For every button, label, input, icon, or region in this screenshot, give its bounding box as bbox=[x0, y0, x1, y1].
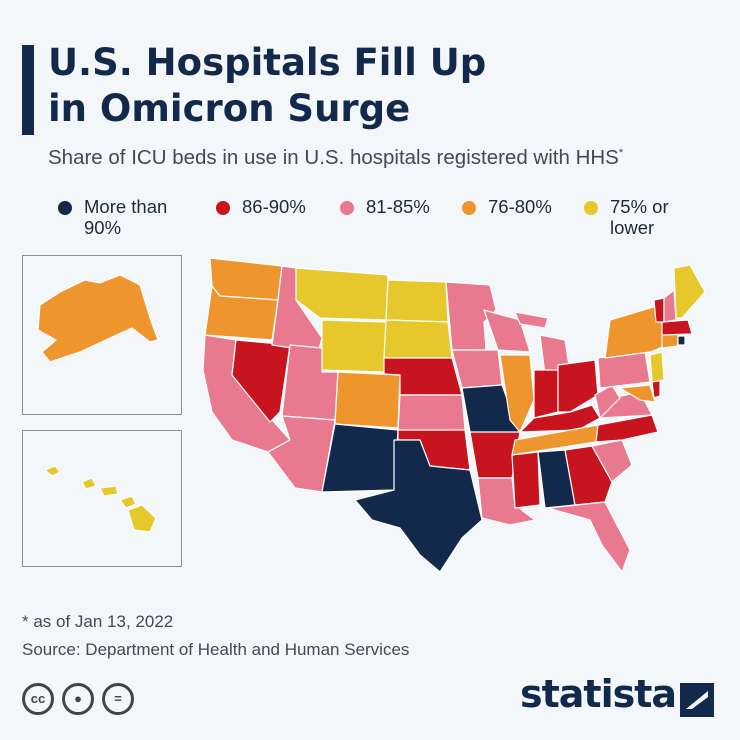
equals-icon[interactable]: = bbox=[102, 683, 134, 715]
state-michigan-upper bbox=[514, 311, 549, 329]
state-hawaii-5 bbox=[127, 504, 157, 533]
brand-logo[interactable]: statista bbox=[520, 672, 677, 716]
state-montana bbox=[295, 267, 389, 321]
state-rhode-island bbox=[677, 335, 686, 346]
hawaii-inset-frame bbox=[22, 430, 182, 567]
state-west-virginia bbox=[594, 384, 621, 419]
state-georgia bbox=[564, 445, 613, 506]
state-south-carolina bbox=[591, 439, 633, 483]
state-hawaii-3 bbox=[99, 485, 119, 497]
legend-swatch-yellow bbox=[584, 201, 598, 215]
legend-label-line2: lower bbox=[610, 217, 655, 238]
state-hawaii-4 bbox=[119, 495, 137, 509]
legend-label-line2: 90% bbox=[84, 217, 122, 238]
state-north-dakota bbox=[385, 279, 449, 323]
state-kansas bbox=[397, 394, 466, 431]
state-new-york bbox=[604, 304, 669, 359]
legend-label: 86-90% bbox=[242, 196, 306, 217]
state-wyoming bbox=[321, 319, 387, 373]
legend: More than 90% 86-90% 81-85% 76-80% 75% or… bbox=[58, 196, 738, 246]
subtitle-text: Share of ICU beds in use in U.S. hospita… bbox=[48, 146, 619, 169]
state-maryland bbox=[619, 384, 656, 403]
legend-swatch-navy bbox=[58, 201, 72, 215]
state-mississippi bbox=[511, 451, 541, 509]
footnote: * as of Jan 13, 2022 bbox=[22, 612, 174, 631]
legend-label: 75% or bbox=[610, 196, 669, 217]
state-washington bbox=[209, 257, 283, 301]
state-north-carolina bbox=[595, 414, 659, 443]
legend-label: 81-85% bbox=[366, 196, 430, 217]
chart-subtitle: Share of ICU beds in use in U.S. hospita… bbox=[48, 146, 623, 170]
state-ohio bbox=[557, 359, 599, 413]
person-icon[interactable]: ● bbox=[62, 683, 94, 715]
state-delaware bbox=[651, 379, 661, 399]
title-line-2: in Omicron Surge bbox=[48, 87, 411, 130]
state-colorado bbox=[334, 371, 401, 429]
brand-mark-icon bbox=[680, 683, 714, 717]
state-iowa bbox=[451, 349, 503, 389]
legend-swatch-red bbox=[216, 201, 230, 215]
legend-label: 76-80% bbox=[488, 196, 552, 217]
state-hawaii-2 bbox=[81, 477, 97, 490]
legend-swatch-orange bbox=[462, 201, 476, 215]
state-louisiana bbox=[477, 477, 536, 526]
state-vermont bbox=[653, 297, 665, 323]
state-south-dakota bbox=[383, 319, 453, 359]
cc-icon[interactable]: cc bbox=[22, 683, 54, 715]
chart-title: U.S. Hospitals Fill Up in Omicron Surge bbox=[48, 40, 486, 132]
state-new-hampshire bbox=[663, 289, 677, 323]
state-alaska bbox=[37, 274, 159, 363]
legend-label: More than bbox=[84, 196, 168, 217]
state-indiana bbox=[533, 369, 559, 419]
source: Source: Department of Health and Human S… bbox=[22, 640, 410, 659]
state-new-mexico bbox=[321, 423, 399, 493]
subtitle-footnote-mark: * bbox=[618, 147, 624, 160]
state-illinois bbox=[499, 354, 535, 433]
state-massachusetts bbox=[661, 319, 693, 336]
state-maine bbox=[673, 264, 706, 319]
state-new-jersey bbox=[649, 351, 665, 383]
state-texas bbox=[354, 439, 483, 573]
state-hawaii-1 bbox=[44, 465, 61, 477]
title-accent-bar bbox=[22, 45, 34, 135]
legend-swatch-pink bbox=[340, 201, 354, 215]
license-icons: cc ● = bbox=[22, 683, 142, 715]
state-florida bbox=[547, 501, 631, 573]
title-line-1: U.S. Hospitals Fill Up bbox=[48, 41, 487, 84]
